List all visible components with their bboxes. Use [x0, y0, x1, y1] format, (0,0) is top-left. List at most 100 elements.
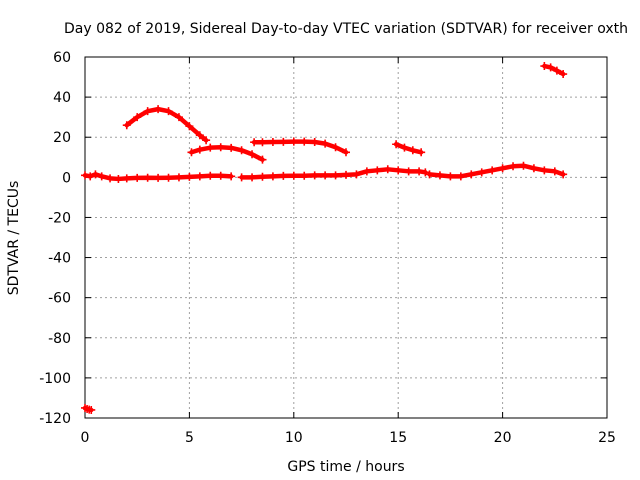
data-point — [87, 405, 96, 414]
y-tick-label: -40 — [48, 251, 71, 267]
data-point — [421, 168, 430, 177]
data-point — [133, 113, 142, 122]
series-trace — [251, 139, 349, 155]
series-arc-baseline-1 — [81, 170, 236, 183]
x-tick-labels: 0 5 10 15 20 25 — [81, 430, 616, 446]
series-arc-hump-3 — [250, 137, 350, 157]
data-point — [164, 107, 173, 116]
data-point — [383, 165, 392, 174]
series-arc-hump-1 — [122, 105, 211, 145]
data-point — [258, 138, 267, 147]
data-point — [509, 162, 518, 171]
data-point — [392, 140, 401, 149]
data-point — [488, 166, 497, 175]
data-point — [498, 164, 507, 173]
y-tick-label: 60 — [53, 50, 71, 66]
y-tick-label: -120 — [39, 411, 71, 427]
data-point — [446, 172, 455, 181]
data-point — [154, 173, 163, 182]
data-point — [227, 143, 236, 152]
data-point — [540, 62, 549, 71]
data-point — [164, 173, 173, 182]
data-point — [114, 174, 123, 183]
data-point — [477, 168, 486, 177]
data-point — [310, 171, 319, 180]
series-arc-high-1 — [540, 62, 568, 79]
data-point — [456, 172, 465, 181]
series-arc-hump-2 — [187, 143, 267, 164]
data-point — [174, 173, 183, 182]
data-point — [331, 143, 340, 152]
data-point — [206, 171, 215, 180]
data-point — [310, 138, 319, 147]
plot-frame — [84, 56, 608, 419]
series-arc-hump-4 — [392, 140, 426, 157]
data-point — [81, 171, 89, 180]
data-point — [195, 131, 204, 140]
data-point — [268, 138, 277, 147]
data-point — [394, 166, 403, 175]
data-point — [408, 146, 417, 155]
x-tick-label: 15 — [389, 430, 407, 446]
data-point — [174, 113, 183, 122]
data-point — [425, 170, 434, 179]
data-point — [86, 172, 95, 181]
grid — [85, 57, 607, 418]
x-tick-label: 25 — [598, 430, 616, 446]
data-point — [268, 172, 277, 181]
data-point — [279, 171, 288, 180]
data-point — [91, 170, 100, 179]
data-point — [552, 66, 561, 75]
data-point — [143, 173, 152, 182]
data-point — [321, 139, 330, 148]
data-point — [300, 137, 309, 146]
data-point — [206, 143, 215, 152]
data-point — [279, 137, 288, 146]
data-point — [106, 174, 115, 183]
data-point — [258, 172, 267, 181]
data-point — [122, 121, 131, 130]
x-tick-label: 0 — [81, 430, 90, 446]
data-point — [559, 170, 568, 179]
data-point — [519, 161, 528, 170]
data-point — [237, 146, 246, 155]
data-point — [195, 145, 204, 154]
data-point — [248, 150, 257, 159]
y-tick-label: 0 — [62, 170, 71, 186]
data-point — [185, 122, 194, 131]
data-point — [248, 173, 257, 182]
data-point — [400, 143, 409, 152]
y-tick-label: -80 — [48, 331, 71, 347]
data-point — [195, 172, 204, 181]
data-point — [342, 148, 350, 157]
series-trace — [124, 106, 209, 143]
data-point — [321, 171, 330, 180]
data-point — [342, 170, 350, 179]
y-tick-label: -60 — [48, 291, 71, 307]
data-point — [289, 137, 298, 146]
data-point — [250, 138, 259, 147]
data-point — [227, 172, 236, 181]
y-tick-label: 40 — [53, 90, 71, 106]
data-point — [467, 170, 476, 179]
data-point — [529, 164, 538, 173]
data-point — [362, 167, 371, 176]
chart-title: Day 082 of 2019, Sidereal Day-to-day VTE… — [64, 21, 628, 37]
series-arc-baseline-2 — [237, 165, 430, 182]
x-axis-label: GPS time / hours — [287, 459, 404, 475]
data-point — [373, 166, 382, 175]
data-point — [216, 171, 225, 180]
data-point — [202, 136, 211, 145]
data-series — [81, 62, 568, 414]
y-tick-labels: -120 -100 -80 -60 -40 -20 0 20 40 60 — [39, 50, 71, 427]
y-tick-label: -20 — [48, 210, 71, 226]
data-point — [143, 107, 152, 116]
data-point — [237, 173, 246, 182]
data-point — [154, 105, 163, 114]
data-point — [289, 171, 298, 180]
data-point — [550, 167, 559, 176]
x-tick-label: 5 — [185, 430, 194, 446]
data-point — [435, 171, 444, 180]
data-point — [216, 143, 225, 152]
